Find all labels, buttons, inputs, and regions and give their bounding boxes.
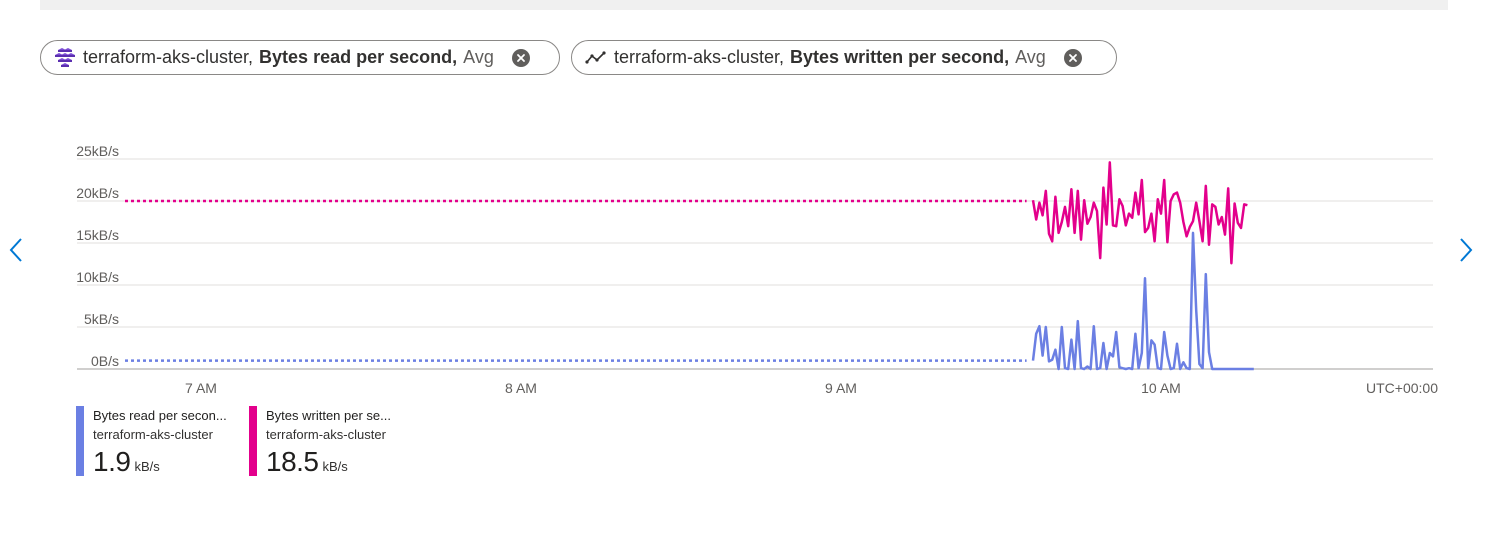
remove-metric-close-icon[interactable]	[511, 48, 530, 67]
y-tick-label: 15kB/s	[76, 227, 119, 243]
y-tick-label: 20kB/s	[76, 185, 119, 201]
remove-metric-close-icon[interactable]	[1063, 48, 1082, 67]
x-tick-label: 9 AM	[825, 380, 857, 396]
pill-resource-name: terraform-aks-cluster,	[614, 47, 785, 67]
y-tick-label: 25kB/s	[76, 143, 119, 159]
chevron-right-icon[interactable]	[1456, 234, 1476, 266]
pill-metric-name: Bytes written per second,	[790, 47, 1010, 67]
series-bytes-read	[125, 231, 1254, 371]
series-line	[1031, 161, 1248, 265]
pill-resource-name: terraform-aks-cluster,	[83, 47, 254, 67]
chevron-left-icon[interactable]	[6, 234, 26, 266]
legend-resource-name: terraform-aks-cluster	[93, 427, 213, 442]
top-toolbar-strip	[40, 0, 1448, 10]
legend-color-bar	[76, 406, 84, 476]
legend-resource-name: terraform-aks-cluster	[266, 427, 386, 442]
x-tick-label: 10 AM	[1141, 380, 1181, 396]
legend-value-number: 1.9	[93, 446, 131, 477]
x-tick-label: 7 AM	[185, 380, 217, 396]
legend-series-name: Bytes read per secon...	[93, 408, 227, 423]
legend-value-unit: kB/s	[134, 459, 160, 474]
aks-cluster-icon	[53, 47, 77, 68]
legend-item-bytes-read[interactable]: Bytes read per secon... terraform-aks-cl…	[76, 406, 246, 478]
legend-series-name: Bytes written per se...	[266, 408, 391, 423]
timezone-label: UTC+00:00	[1366, 380, 1438, 396]
metric-pill-bytes-written[interactable]: terraform-aks-cluster, Bytes written per…	[571, 40, 1117, 75]
pill-aggregation: Avg	[1015, 47, 1046, 67]
legend-item-bytes-written[interactable]: Bytes written per se... terraform-aks-cl…	[249, 406, 419, 478]
pill-aggregation: Avg	[463, 47, 494, 67]
legend-color-bar	[249, 406, 257, 476]
x-tick-label: 8 AM	[505, 380, 537, 396]
legend-value-number: 18.5	[266, 446, 319, 477]
legend-value: 18.5 kB/s	[266, 446, 348, 478]
y-tick-label: 5kB/s	[84, 311, 119, 327]
line-chart-icon	[584, 48, 608, 68]
y-tick-label: 0B/s	[91, 353, 119, 369]
legend-value-unit: kB/s	[322, 459, 348, 474]
metrics-line-chart: 0B/s 5kB/s 10kB/s 15kB/s 20kB/s 25kB/s 7 AM 8 …	[76, 143, 1438, 396]
pill-metric-name: Bytes read per second,	[259, 47, 458, 67]
y-tick-label: 10kB/s	[76, 269, 119, 285]
metric-pill-bytes-read[interactable]: terraform-aks-cluster, Bytes read per se…	[40, 40, 560, 75]
series-line	[1031, 231, 1254, 371]
series-bytes-written	[125, 161, 1248, 265]
legend-value: 1.9 kB/s	[93, 446, 160, 478]
